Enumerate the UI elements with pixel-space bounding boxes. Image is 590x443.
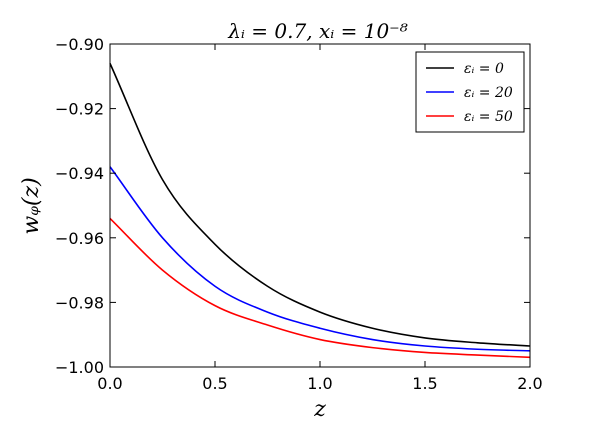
x-tick-label: 0.5 <box>202 374 227 393</box>
legend-label: εᵢ = 50 <box>464 109 513 125</box>
series-line-1 <box>109 166 531 352</box>
y-tick-label: −0.92 <box>55 100 104 119</box>
x-tick-label: 0.0 <box>97 374 122 393</box>
legend-label: εᵢ = 0 <box>464 61 504 77</box>
plot-lines <box>109 63 531 359</box>
x-tick-label: 1.5 <box>412 374 437 393</box>
y-tick-label: −0.96 <box>55 229 104 248</box>
x-tick-label: 1.0 <box>307 374 332 393</box>
y-tick-label: −1.00 <box>55 358 104 377</box>
series-line-2 <box>109 217 531 359</box>
legend-label: εᵢ = 20 <box>464 85 513 101</box>
series-line-0 <box>109 63 531 347</box>
plot-area-frame <box>109 43 531 368</box>
y-axis-label: wᵩ(z) <box>19 177 44 234</box>
y-tick-label: −0.94 <box>55 164 104 183</box>
chart-title: λᵢ = 0.7, xᵢ = 10⁻⁸ <box>227 19 408 43</box>
x-axis-label: z <box>313 397 326 422</box>
legend: εᵢ = 0 εᵢ = 20 εᵢ = 50 <box>415 51 525 133</box>
x-tick-label: 2.0 <box>517 374 542 393</box>
y-tick-label: −0.98 <box>55 293 104 312</box>
y-tick-label: −0.90 <box>55 35 104 54</box>
